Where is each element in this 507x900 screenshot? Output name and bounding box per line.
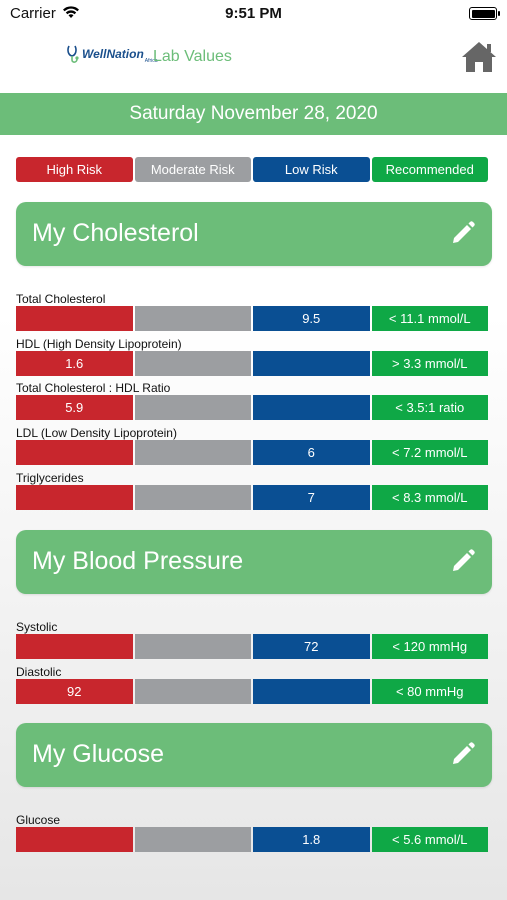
date-label: Saturday November 28, 2020 (129, 103, 378, 124)
recommended-cell: < 7.2 mmol/L (371, 440, 488, 465)
moderate-risk-cell (134, 485, 251, 510)
legend-recommended: Recommended (371, 157, 488, 182)
moderate-risk-cell (134, 351, 251, 376)
risk-bar: 72 < 120 mmHg (16, 634, 488, 659)
recommended-cell: < 3.5:1 ratio (371, 395, 488, 420)
metric-label: Systolic (16, 620, 58, 634)
risk-bar: 1.6 > 3.3 mmol/L (16, 351, 488, 376)
moderate-risk-cell (134, 827, 251, 852)
section-title: My Glucose (32, 740, 164, 768)
home-icon (462, 42, 496, 72)
low-risk-cell: 1.8 (253, 827, 370, 852)
low-risk-cell: 72 (253, 634, 370, 659)
date-bar: Saturday November 28, 2020 (0, 93, 507, 135)
risk-bar: 6 < 7.2 mmol/L (16, 440, 488, 465)
high-risk-cell (16, 306, 133, 331)
risk-bar: 9.5 < 11.1 mmol/L (16, 306, 488, 331)
recommended-cell: < 11.1 mmol/L (371, 306, 488, 331)
metric-label: HDL (High Density Lipoprotein) (16, 337, 182, 351)
risk-bar: 1.8 < 5.6 mmol/L (16, 827, 488, 852)
recommended-cell: < 5.6 mmol/L (371, 827, 488, 852)
high-risk-cell (16, 485, 133, 510)
logo-text: WellNation (82, 47, 144, 61)
home-button[interactable] (460, 40, 498, 74)
metric-label: Total Cholesterol (16, 292, 106, 306)
metric-label: Diastolic (16, 665, 62, 679)
blood-pressure-section-header: My Blood Pressure (16, 530, 492, 594)
risk-bar: 92 < 80 mmHg (16, 679, 488, 704)
moderate-risk-cell (134, 634, 251, 659)
recommended-cell: > 3.3 mmol/L (371, 351, 488, 376)
low-risk-cell: 9.5 (253, 306, 370, 331)
metric-label: LDL (Low Density Lipoprotein) (16, 426, 177, 440)
risk-legend: High Risk Moderate Risk Low Risk Recomme… (16, 157, 488, 182)
glucose-section-header: My Glucose (16, 723, 492, 787)
recommended-cell: < 80 mmHg (371, 679, 488, 704)
moderate-risk-cell (134, 306, 251, 331)
page-title: Lab Values (153, 48, 232, 65)
pencil-icon (453, 549, 475, 571)
clock-time: 9:51 PM (225, 5, 282, 22)
metric-glucose: Glucose 1.8 < 5.6 mmol/L (16, 813, 488, 852)
stethoscope-icon (67, 45, 79, 63)
cholesterol-section-header: My Cholesterol (16, 202, 492, 266)
risk-bar: 7 < 8.3 mmol/L (16, 485, 488, 510)
metric-triglycerides: Triglycerides 7 < 8.3 mmol/L (16, 471, 488, 510)
high-risk-cell: 92 (16, 679, 133, 704)
low-risk-cell (253, 351, 370, 376)
section-title: My Blood Pressure (32, 547, 244, 575)
metric-total-cholesterol: Total Cholesterol 9.5 < 11.1 mmol/L (16, 292, 488, 331)
high-risk-cell (16, 440, 133, 465)
battery-icon (469, 7, 500, 20)
low-risk-cell (253, 395, 370, 420)
moderate-risk-cell (134, 679, 251, 704)
high-risk-cell: 5.9 (16, 395, 133, 420)
edit-blood-pressure-button[interactable] (450, 548, 476, 574)
high-risk-cell: 1.6 (16, 351, 133, 376)
metric-cholesterol-hdl-ratio: Total Cholesterol : HDL Ratio 5.9 < 3.5:… (16, 381, 488, 420)
pencil-icon (453, 221, 475, 243)
metric-label: Total Cholesterol : HDL Ratio (16, 381, 171, 395)
edit-cholesterol-button[interactable] (450, 220, 476, 246)
moderate-risk-cell (134, 440, 251, 465)
low-risk-cell: 7 (253, 485, 370, 510)
carrier-label: Carrier (10, 5, 56, 22)
legend-high-risk: High Risk (16, 157, 133, 182)
recommended-cell: < 8.3 mmol/L (371, 485, 488, 510)
pencil-icon (453, 742, 475, 764)
recommended-cell: < 120 mmHg (371, 634, 488, 659)
metric-diastolic: Diastolic 92 < 80 mmHg (16, 665, 488, 704)
edit-glucose-button[interactable] (450, 741, 476, 767)
metric-label: Glucose (16, 813, 61, 827)
metric-ldl: LDL (Low Density Lipoprotein) 6 < 7.2 mm… (16, 426, 488, 465)
legend-low-risk: Low Risk (253, 157, 370, 182)
wellnation-logo: WellNation Africa (66, 44, 158, 64)
moderate-risk-cell (134, 395, 251, 420)
section-title: My Cholesterol (32, 219, 199, 247)
app-header: WellNation Africa Lab Values (0, 30, 507, 90)
metric-hdl: HDL (High Density Lipoprotein) 1.6 > 3.3… (16, 337, 488, 376)
high-risk-cell (16, 634, 133, 659)
low-risk-cell: 6 (253, 440, 370, 465)
legend-moderate-risk: Moderate Risk (134, 157, 251, 182)
high-risk-cell (16, 827, 133, 852)
wifi-icon (62, 5, 80, 23)
status-bar: Carrier 9:51 PM (0, 0, 507, 28)
metric-label: Triglycerides (16, 471, 84, 485)
logo-subtext: Africa (144, 58, 158, 64)
metric-systolic: Systolic 72 < 120 mmHg (16, 620, 488, 659)
low-risk-cell (253, 679, 370, 704)
risk-bar: 5.9 < 3.5:1 ratio (16, 395, 488, 420)
